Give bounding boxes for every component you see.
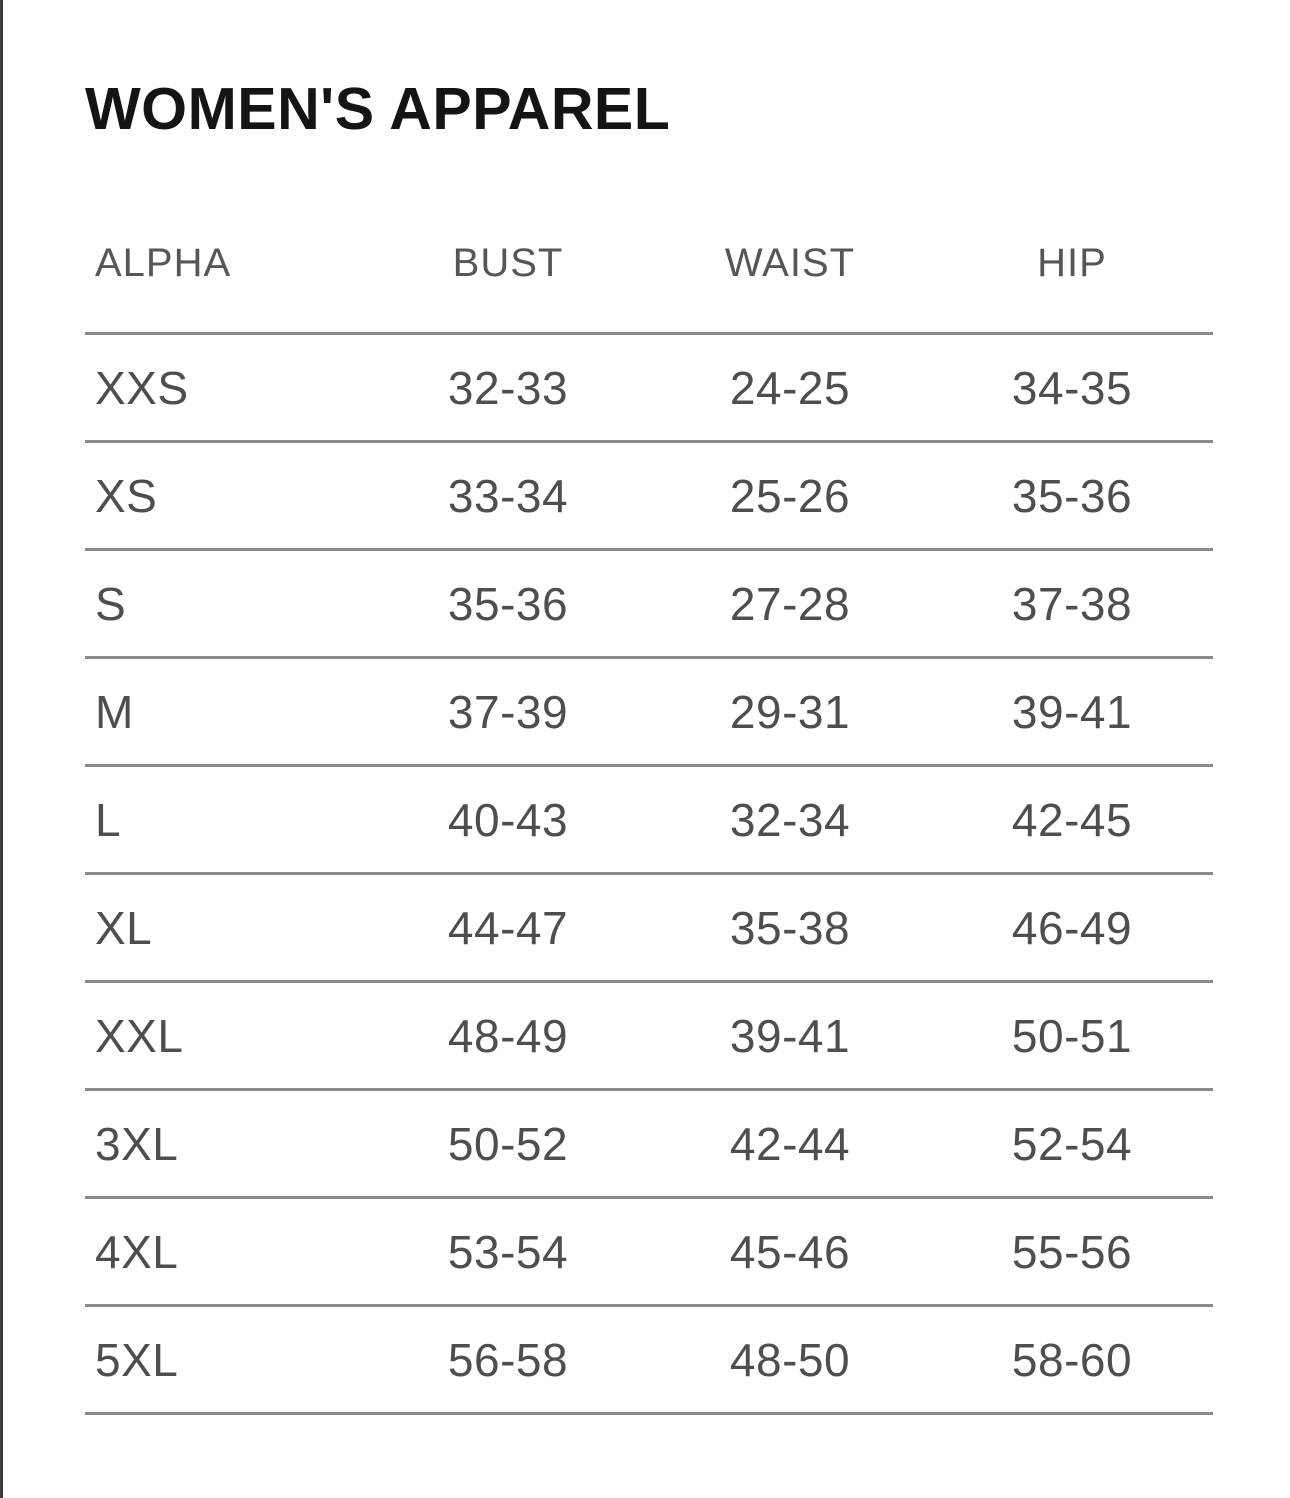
table-row: XXL 48-49 39-41 50-51 bbox=[85, 983, 1213, 1091]
cell-hip: 50-51 bbox=[1011, 1009, 1133, 1062]
cell-hip: 39-41 bbox=[1011, 685, 1133, 738]
cell-waist: 32-34 bbox=[729, 793, 851, 846]
table-row: M 37-39 29-31 39-41 bbox=[85, 659, 1213, 767]
cell-bust: 48-49 bbox=[447, 1009, 569, 1062]
cell-hip: 55-56 bbox=[1011, 1225, 1133, 1278]
cell-alpha: XS bbox=[95, 469, 158, 522]
cell-bust: 32-33 bbox=[447, 361, 569, 414]
page-title: WOMEN'S APPAREL bbox=[85, 76, 671, 142]
cell-alpha: M bbox=[95, 685, 134, 738]
cell-bust: 56-58 bbox=[447, 1333, 569, 1386]
cell-bust: 44-47 bbox=[447, 901, 569, 954]
cell-hip: 35-36 bbox=[1011, 469, 1133, 522]
cell-waist: 35-38 bbox=[729, 901, 851, 954]
cell-hip: 52-54 bbox=[1011, 1117, 1133, 1170]
cell-bust: 35-36 bbox=[447, 577, 569, 630]
cell-alpha: 3XL bbox=[95, 1117, 179, 1170]
cell-hip: 58-60 bbox=[1011, 1333, 1133, 1386]
cell-waist: 45-46 bbox=[729, 1225, 851, 1278]
column-header-alpha: ALPHA bbox=[95, 241, 232, 285]
cell-bust: 33-34 bbox=[447, 469, 569, 522]
cell-waist: 29-31 bbox=[729, 685, 851, 738]
size-guide-content: WOMEN'S APPAREL ALPHA BUST WAIST HIP XXS… bbox=[3, 0, 1213, 1415]
column-header-waist: WAIST bbox=[724, 241, 856, 285]
column-header-hip: HIP bbox=[1037, 241, 1107, 285]
cell-hip: 46-49 bbox=[1011, 901, 1133, 954]
cell-bust: 53-54 bbox=[447, 1225, 569, 1278]
table-row: 3XL 50-52 42-44 52-54 bbox=[85, 1091, 1213, 1199]
cell-alpha: XXL bbox=[95, 1009, 184, 1062]
size-table: ALPHA BUST WAIST HIP XXS 32-33 24-25 34-… bbox=[85, 243, 1213, 1415]
cell-waist: 27-28 bbox=[729, 577, 851, 630]
cell-waist: 24-25 bbox=[729, 361, 851, 414]
cell-alpha: 4XL bbox=[95, 1225, 179, 1278]
table-row: S 35-36 27-28 37-38 bbox=[85, 551, 1213, 659]
table-row: 4XL 53-54 45-46 55-56 bbox=[85, 1199, 1213, 1307]
cell-waist: 48-50 bbox=[729, 1333, 851, 1386]
table-row: XXS 32-33 24-25 34-35 bbox=[85, 335, 1213, 443]
cell-hip: 37-38 bbox=[1011, 577, 1133, 630]
cell-alpha: L bbox=[95, 793, 122, 846]
table-row: 5XL 56-58 48-50 58-60 bbox=[85, 1307, 1213, 1415]
cell-bust: 40-43 bbox=[447, 793, 569, 846]
cell-alpha: XL bbox=[95, 901, 153, 954]
table-header-row: ALPHA BUST WAIST HIP bbox=[85, 243, 1213, 335]
cell-hip: 34-35 bbox=[1011, 361, 1133, 414]
cell-bust: 37-39 bbox=[447, 685, 569, 738]
column-header-bust: BUST bbox=[452, 241, 564, 285]
cell-alpha: S bbox=[95, 577, 127, 630]
cell-waist: 25-26 bbox=[729, 469, 851, 522]
table-row: XS 33-34 25-26 35-36 bbox=[85, 443, 1213, 551]
cell-alpha: 5XL bbox=[95, 1333, 179, 1386]
cell-bust: 50-52 bbox=[447, 1117, 569, 1170]
table-row: XL 44-47 35-38 46-49 bbox=[85, 875, 1213, 983]
cell-waist: 42-44 bbox=[729, 1117, 851, 1170]
cell-waist: 39-41 bbox=[729, 1009, 851, 1062]
cell-alpha: XXS bbox=[95, 361, 189, 414]
table-row: L 40-43 32-34 42-45 bbox=[85, 767, 1213, 875]
cell-hip: 42-45 bbox=[1011, 793, 1133, 846]
